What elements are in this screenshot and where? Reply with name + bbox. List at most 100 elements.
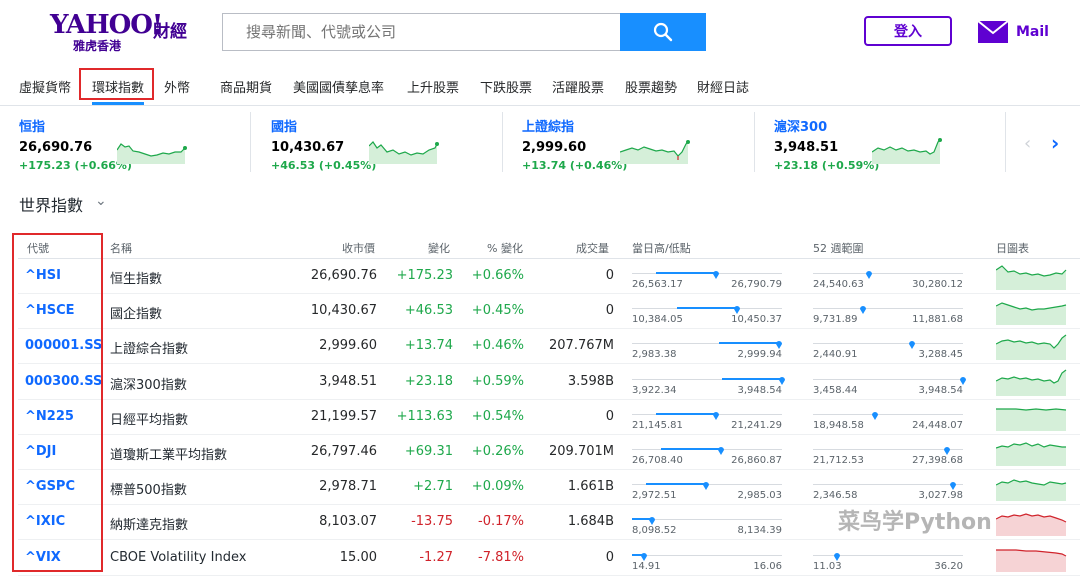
range-track <box>813 308 963 310</box>
range-track <box>813 378 963 380</box>
range-marker-icon <box>960 370 966 385</box>
chevron-right-icon[interactable]: › <box>1051 131 1060 155</box>
percent-change: +0.66% <box>471 268 524 283</box>
ticker-name: 國指 <box>271 120 298 135</box>
table-row[interactable]: 000001.SS 上證綜合指數 2,999.60 +13.74 +0.46% 207.7… <box>18 329 1080 365</box>
week52-high: 36.20 <box>934 560 963 572</box>
table-row[interactable]: ^GSPC 標普500指數 2,978.71 +2.71 +0.09% 1.661B 2,9… <box>18 470 1080 506</box>
col-name[interactable]: 名稱 <box>110 242 132 255</box>
day-high: 8,134.39 <box>737 525 782 537</box>
nav-item-commodities[interactable]: 商品期貨 <box>220 81 273 96</box>
watermark-text: 菜鸟学Python <box>838 510 992 535</box>
col-pct-change[interactable]: % 變化 <box>487 242 523 255</box>
table-row[interactable]: ^VIX CBOE Volatility Index 15.00 -1.27 -7.81… <box>18 541 1080 576</box>
chevron-left-icon[interactable]: ‹ <box>1024 133 1032 154</box>
percent-change: +0.45% <box>471 303 524 319</box>
index-name: 日經平均指數 <box>110 412 189 428</box>
index-symbol-link[interactable]: ^GSPC <box>25 479 75 495</box>
nav-item-trending[interactable]: 股票趨勢 <box>625 81 678 96</box>
week52-low: 18,948.58 <box>813 419 864 431</box>
index-name: CBOE Volatility Index <box>110 549 247 565</box>
ticker-sparkline <box>117 143 187 164</box>
volume: 0 <box>605 549 614 565</box>
index-name: 國企指數 <box>110 307 163 323</box>
table-row[interactable]: ^HSCE 國企指數 10,430.67 +46.53 +0.45% 0 10,384.05… <box>18 294 1080 330</box>
day-chart[interactable] <box>995 473 1068 505</box>
nav-item-calendar[interactable]: 財經日誌 <box>697 81 750 96</box>
search-icon <box>653 22 673 42</box>
ticker-sse[interactable]: 上證綜指 2,999.60 +13.74 (+0.46%) <box>522 112 772 178</box>
logo-yahoo-text: YAHOO! <box>50 10 163 40</box>
range-marker-icon <box>871 405 878 420</box>
day-high: 26,860.87 <box>731 455 782 466</box>
table-row[interactable]: ^DJI 道瓊斯工業平均指數 26,797.46 +69.31 +0.26% 209.70… <box>18 435 1080 470</box>
index-symbol-link[interactable]: ^DJI <box>25 444 57 459</box>
section-title[interactable]: 世界指數 <box>19 196 84 215</box>
day-chart[interactable] <box>995 438 1068 470</box>
nav-item-gainers[interactable]: 上升股票 <box>407 81 460 96</box>
range-marker-icon <box>702 475 709 491</box>
close-price: 26,690.76 <box>310 268 377 283</box>
range-marker-icon <box>949 475 956 491</box>
index-symbol-link[interactable]: 000300.SS <box>25 373 103 389</box>
day-high: 10,450.37 <box>731 314 782 326</box>
day-range-bar: 10,384.05 10,450.37 <box>632 298 782 326</box>
col-change[interactable]: 變化 <box>428 242 450 255</box>
range-fill <box>645 483 706 486</box>
week52-low: 3,458.44 <box>813 384 858 396</box>
search-input[interactable] <box>223 14 622 50</box>
nav-item-world-indices[interactable]: 環球指數 <box>92 77 145 105</box>
ticker-hscei[interactable]: 國指 10,430.67 +46.53 (+0.45%) <box>271 112 521 178</box>
col-52wk-range: 52 週範圍 <box>813 242 864 255</box>
day-chart[interactable] <box>995 508 1068 540</box>
nav-item-losers[interactable]: 下跌股票 <box>480 81 533 96</box>
index-name: 上證綜合指數 <box>110 342 189 358</box>
price-change: -13.75 <box>411 514 453 530</box>
day-chart[interactable] <box>996 403 1068 435</box>
index-symbol-link[interactable]: ^HSCE <box>25 303 75 319</box>
nav-item-most-active[interactable]: 活躍股票 <box>552 81 605 96</box>
search-button[interactable] <box>620 13 706 51</box>
day-low: 8,098.52 <box>632 525 677 537</box>
table-row[interactable]: 000300.SS 滬深300指數 3,948.51 +23.18 +0.59% 3.59… <box>18 365 1080 400</box>
range-marker-icon <box>713 405 719 420</box>
day-range-bar: 3,922.34 3,948.54 <box>632 369 785 397</box>
index-symbol-link[interactable]: ^N225 <box>25 408 74 424</box>
yahoo-finance-logo[interactable]: YAHOO! 雅虎香港 財經 <box>50 10 195 54</box>
volume: 209.701M <box>549 444 614 459</box>
day-low: 14.91 <box>632 560 661 572</box>
nav-item-treasury-yields[interactable]: 美國國債孳息率 <box>293 81 385 96</box>
col-symbol[interactable]: 代號 <box>27 242 49 255</box>
col-volume[interactable]: 成交量 <box>576 242 609 255</box>
range-marker-icon <box>779 370 785 385</box>
percent-change: +0.09% <box>471 479 524 495</box>
day-chart[interactable] <box>995 297 1068 329</box>
index-symbol-link[interactable]: 000001.SS <box>25 338 103 354</box>
ticker-change: +13.74 (+0.46%) <box>522 159 628 172</box>
col-close[interactable]: 收市價 <box>342 242 375 255</box>
chevron-down-icon[interactable]: ⌄ <box>95 193 107 209</box>
volume: 0 <box>605 268 614 283</box>
index-symbol-link[interactable]: ^HSI <box>25 268 61 283</box>
range-fill <box>656 272 716 274</box>
table-row[interactable]: ^IXIC 納斯達克指數 8,103.07 -13.75 -0.17% 1.684B 8,0… <box>18 505 1080 541</box>
mail-link[interactable]: Mail <box>978 20 1049 44</box>
ticker-csi300[interactable]: 滬深300 3,948.51 +23.18 (+0.59%) <box>774 112 1024 178</box>
volume: 1.661B <box>567 479 614 495</box>
volume: 3.598B <box>567 373 614 389</box>
range-marker-icon <box>734 299 740 315</box>
login-button[interactable]: 登入 <box>864 16 952 46</box>
ticker-hsi[interactable]: 恒指 26,690.76 +175.23 (+0.66%) <box>19 112 269 178</box>
index-symbol-link[interactable]: ^IXIC <box>25 514 66 530</box>
week52-high: 3,288.45 <box>918 349 963 361</box>
table-row[interactable]: ^HSI 恒生指數 26,690.76 +175.23 +0.66% 0 26,563.17… <box>18 259 1080 294</box>
index-symbol-link[interactable]: ^VIX <box>25 549 61 565</box>
nav-item-currencies[interactable]: 外幣 <box>164 81 191 96</box>
day-chart[interactable] <box>996 544 1068 576</box>
highlight-box-symbols <box>12 233 103 572</box>
nav-item-crypto[interactable]: 虛擬貨幣 <box>19 81 72 96</box>
day-chart[interactable] <box>995 368 1068 400</box>
table-row[interactable]: ^N225 日經平均指數 21,199.57 +113.63 +0.54% 0 21,145… <box>18 400 1080 435</box>
day-chart[interactable] <box>995 332 1068 364</box>
day-chart[interactable] <box>995 262 1068 294</box>
